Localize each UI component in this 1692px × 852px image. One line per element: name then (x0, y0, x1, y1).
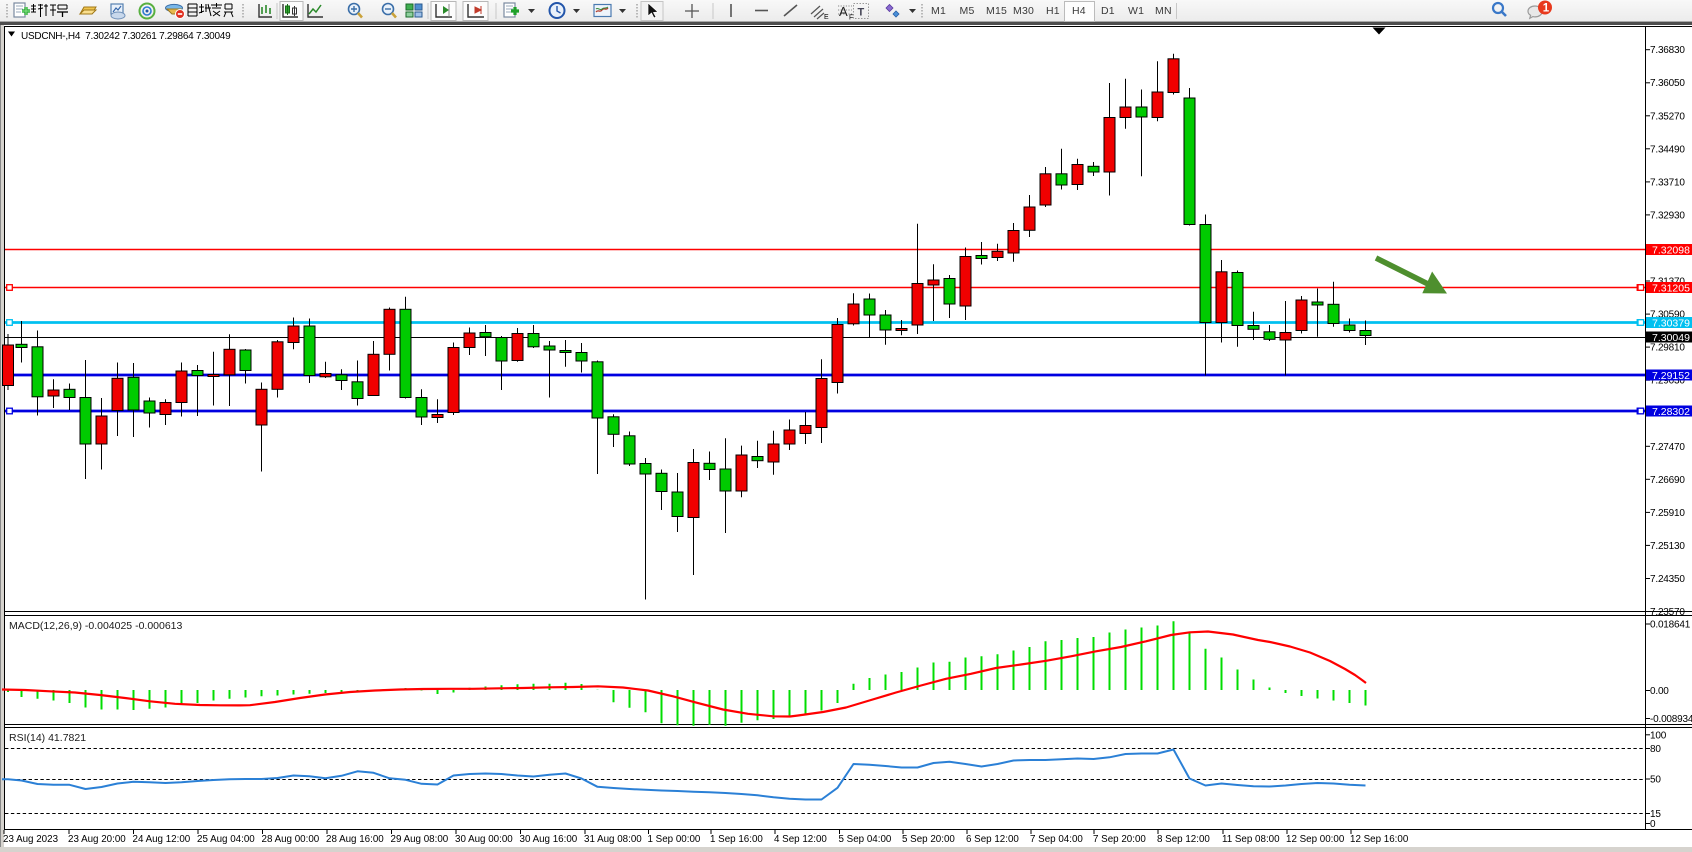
svg-text:1 Sep 16:00: 1 Sep 16:00 (710, 834, 763, 845)
svg-text:7.31205: 7.31205 (1652, 282, 1690, 294)
svg-text:7.24350: 7.24350 (1650, 574, 1685, 585)
svg-text:12 Sep 00:00: 12 Sep 00:00 (1286, 834, 1345, 845)
svg-text:7 Sep 04:00: 7 Sep 04:00 (1030, 834, 1083, 845)
svg-text:7.30379: 7.30379 (1652, 317, 1690, 329)
svg-text:28 Aug 00:00: 28 Aug 00:00 (262, 834, 320, 845)
svg-text:23 Aug 20:00: 23 Aug 20:00 (68, 834, 126, 845)
svg-text:28 Aug 16:00: 28 Aug 16:00 (326, 834, 384, 845)
svg-text:29 Aug 08:00: 29 Aug 08:00 (391, 834, 449, 845)
svg-text:1 Sep 00:00: 1 Sep 00:00 (648, 834, 701, 845)
svg-text:T: T (858, 7, 865, 19)
svg-text:1: 1 (1543, 3, 1550, 15)
svg-text:6 Sep 12:00: 6 Sep 12:00 (966, 834, 1019, 845)
svg-text:RSI(14) 41.7821: RSI(14) 41.7821 (9, 732, 86, 744)
svg-text:7.29810: 7.29810 (1650, 343, 1685, 354)
svg-text:7.32098: 7.32098 (1652, 244, 1690, 256)
svg-text:-0.008934: -0.008934 (1650, 714, 1692, 725)
svg-text:4 Sep 12:00: 4 Sep 12:00 (774, 834, 827, 845)
svg-text:MACD(12,26,9) -0.004025 -0.000: MACD(12,26,9) -0.004025 -0.000613 (9, 620, 183, 632)
svg-text:25 Aug 04:00: 25 Aug 04:00 (197, 834, 255, 845)
svg-text:12 Sep 16:00: 12 Sep 16:00 (1350, 834, 1409, 845)
svg-text:80: 80 (1650, 744, 1661, 755)
svg-text:0.00: 0.00 (1650, 686, 1669, 697)
svg-text:7.36050: 7.36050 (1650, 78, 1685, 89)
svg-text:7.35270: 7.35270 (1650, 111, 1685, 122)
svg-text:7.27470: 7.27470 (1650, 442, 1685, 453)
svg-text:7.25130: 7.25130 (1650, 541, 1685, 552)
svg-text:23 Aug 2023: 23 Aug 2023 (3, 834, 59, 845)
svg-text:24 Aug 12:00: 24 Aug 12:00 (133, 834, 191, 845)
svg-text:5 Sep 20:00: 5 Sep 20:00 (902, 834, 955, 845)
svg-text:A: A (839, 4, 848, 19)
svg-text:E: E (824, 14, 829, 21)
svg-text:30 Aug 16:00: 30 Aug 16:00 (520, 834, 578, 845)
svg-text:7.30590: 7.30590 (1650, 310, 1685, 321)
svg-text:F: F (849, 15, 853, 22)
svg-text:7.30049: 7.30049 (1652, 332, 1690, 344)
svg-text:7.26690: 7.26690 (1650, 475, 1685, 486)
svg-text:30 Aug 00:00: 30 Aug 00:00 (455, 834, 513, 845)
svg-text:7.29152: 7.29152 (1652, 370, 1690, 382)
svg-text:0: 0 (1650, 819, 1656, 830)
svg-text:7 Sep 20:00: 7 Sep 20:00 (1093, 834, 1146, 845)
svg-text:7.34490: 7.34490 (1650, 144, 1685, 155)
svg-text:7.28302: 7.28302 (1652, 406, 1690, 418)
svg-text:15: 15 (1650, 809, 1661, 820)
svg-text:100: 100 (1650, 730, 1667, 741)
svg-text:5 Sep 04:00: 5 Sep 04:00 (839, 834, 892, 845)
svg-text:7.32930: 7.32930 (1650, 210, 1685, 221)
svg-text:31 Aug 08:00: 31 Aug 08:00 (584, 834, 642, 845)
svg-text:8 Sep 12:00: 8 Sep 12:00 (1157, 834, 1210, 845)
svg-text:11 Sep 08:00: 11 Sep 08:00 (1222, 834, 1280, 845)
svg-text:7.23570: 7.23570 (1650, 607, 1685, 618)
svg-text:7.33710: 7.33710 (1650, 177, 1685, 188)
svg-text:USDCNH-,H4 7.30242 7.30261 7.: USDCNH-,H4 7.30242 7.30261 7.29864 7.300… (21, 31, 231, 42)
svg-text:7.25910: 7.25910 (1650, 508, 1685, 519)
svg-text:50: 50 (1650, 775, 1661, 786)
svg-text:7.36830: 7.36830 (1650, 45, 1685, 56)
svg-text:0.018641: 0.018641 (1650, 620, 1691, 631)
svg-text:7.29030: 7.29030 (1650, 376, 1685, 387)
